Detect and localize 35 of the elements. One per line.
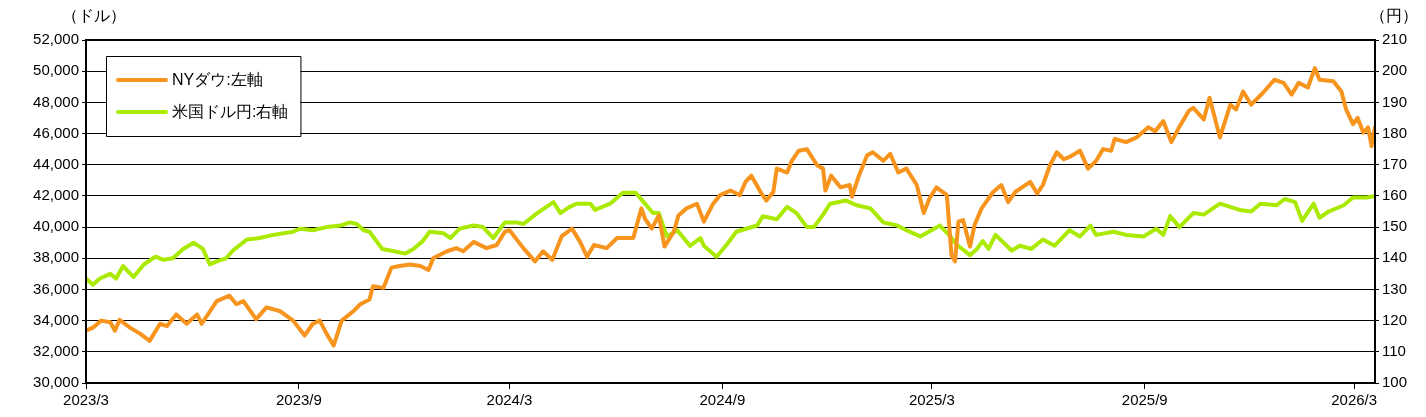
y2-tick-label: 140 <box>1382 248 1408 266</box>
y2-tick-label: 180 <box>1382 123 1408 141</box>
y-tick-label: 32,000 <box>33 341 79 359</box>
y-tick-label: 40,000 <box>33 217 79 235</box>
y-tick-label: 48,000 <box>33 92 79 110</box>
x-tick-label: 2024/9 <box>699 391 746 409</box>
y2-tick-label: 210 <box>1382 30 1408 48</box>
y-tick-label: 42,000 <box>33 186 79 204</box>
y-tick-label: 30,000 <box>33 373 79 391</box>
x-tick-label: 2025/3 <box>908 391 955 409</box>
y-tick-label: 50,000 <box>33 61 79 79</box>
y2-axis-title: （円） <box>1370 6 1418 26</box>
y-tick-label: 46,000 <box>33 123 79 141</box>
y-tick-label: 44,000 <box>33 154 79 172</box>
y-tick-label: 36,000 <box>33 279 79 297</box>
legend-label: 米国ドル円:右軸 <box>172 103 289 121</box>
x-tick-label: 2023/3 <box>63 391 109 409</box>
y2-tick-label: 120 <box>1382 310 1408 328</box>
y2-tick-label: 150 <box>1382 217 1408 235</box>
x-tick-label: 2024/3 <box>486 391 533 409</box>
y-tick-label: 38,000 <box>33 248 79 266</box>
y2-tick-label: 190 <box>1382 92 1408 110</box>
y2-tick-label: 110 <box>1382 341 1406 359</box>
x-tick-label: 2026/3 <box>1331 391 1378 409</box>
y-tick-label: 34,000 <box>33 310 79 328</box>
y2-tick-label: 170 <box>1382 154 1408 172</box>
y2-tick-label: 130 <box>1382 279 1408 297</box>
y2-tick-label: 160 <box>1382 186 1408 204</box>
y-axis-title: （ドル） <box>62 6 126 26</box>
y2-tick-label: 100 <box>1382 373 1408 391</box>
y2-tick-label: 200 <box>1382 61 1408 79</box>
legend-label: NYダウ:左軸 <box>172 71 263 89</box>
x-tick-label: 2025/9 <box>1121 391 1168 409</box>
y-tick-label: 52,000 <box>33 30 79 48</box>
x-tick-label: 2023/9 <box>275 391 322 409</box>
